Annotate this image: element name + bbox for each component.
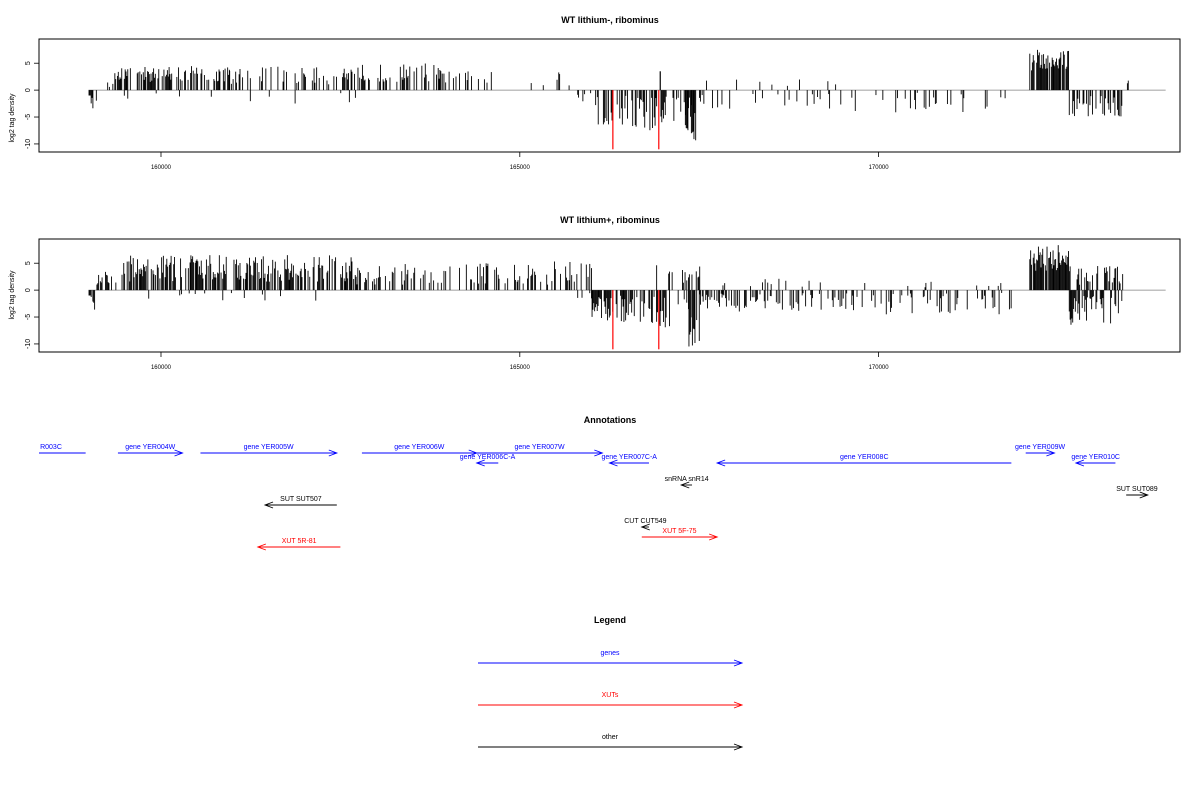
- annotation-arrow: gene YER004W: [117, 444, 184, 457]
- annotation-arrow-head: [263, 501, 274, 509]
- panel-1-x-axis: 160000 165000 170000: [151, 152, 889, 171]
- x-tick-label: 170000: [869, 165, 890, 171]
- annotation-label: gene YER010C: [1071, 454, 1120, 461]
- y-tick-label: -5: [25, 114, 32, 120]
- annotation-arrow: XUT 5F-75: [641, 528, 719, 541]
- y-tick-label: -10: [25, 139, 32, 149]
- annotation-arrow: gene YER009W: [1015, 444, 1065, 457]
- legend-arrow: XUTs: [478, 692, 744, 709]
- panel-2-ylabel: log2 tag density: [9, 270, 16, 320]
- y-tick-label: 0: [25, 288, 32, 292]
- legend-label: genes: [600, 650, 620, 657]
- legend-items: genes XUTs other: [478, 650, 744, 751]
- annotation-label: gene YER009W: [1015, 444, 1065, 451]
- panel-2-title: WT lithium+, ribominus: [560, 215, 660, 225]
- annotation-arrow: XUT 5R-81: [256, 538, 341, 551]
- annotation-arrow-head: [679, 481, 690, 489]
- annotation-arrow-head: [475, 459, 485, 467]
- annotation-label: SUT SUT507: [280, 496, 322, 503]
- annotation-label: snRNA snR14: [665, 476, 709, 483]
- legend-arrow: other: [478, 734, 744, 751]
- legend-arrow-head: [733, 701, 744, 709]
- y-tick-label: -5: [25, 314, 32, 320]
- annotation-arrow: SUT SUT089: [1116, 486, 1158, 499]
- annotation-arrow-head: [608, 459, 618, 467]
- panel-1-y-axis: 5 0 -5 -10: [25, 61, 39, 149]
- x-tick-label: 165000: [510, 165, 531, 171]
- panel-lithium-minus: WT lithium-, ribominus log2 tag density …: [9, 15, 1181, 171]
- annotation-label: gene YER007C-A: [601, 454, 657, 461]
- annotation-arrow: CUT CUT549: [624, 518, 667, 531]
- annotation-label: XUT 5R-81: [282, 538, 317, 545]
- annotation-arrow: R003C: [39, 444, 86, 454]
- annotation-arrow-head: [708, 533, 719, 541]
- annotation-label: gene YER004W: [125, 444, 175, 451]
- annotation-label: gene YER006C-A: [460, 454, 516, 461]
- y-tick-label: -10: [25, 339, 32, 349]
- annotation-arrow: gene YER007W: [476, 444, 604, 457]
- annotation-arrow-head: [328, 449, 339, 457]
- legend-label: XUTs: [602, 692, 619, 699]
- annotation-arrow-head: [640, 523, 650, 531]
- panel-1-title: WT lithium-, ribominus: [561, 15, 659, 25]
- annotation-label: gene YER007W: [514, 444, 564, 451]
- annotation-label: SUT SUT089: [1116, 486, 1158, 493]
- annotation-label: gene YER005W: [244, 444, 294, 451]
- panel-2-frame: [38, 238, 1181, 353]
- y-tick-label: 5: [25, 61, 32, 65]
- annotation-features: R003C gene YER004W gene YER005W gene YER006…: [39, 444, 1158, 551]
- panel-1-bars: [88, 49, 1166, 150]
- panel-2-bars: [88, 245, 1166, 350]
- annotation-arrow: gene YER006W: [361, 444, 479, 457]
- panel-1-frame: [38, 38, 1181, 153]
- annotation-arrow: gene YER008C: [715, 454, 1012, 467]
- annotations-track: Annotations R003C gene YER004W gene YER005…: [39, 415, 1158, 551]
- legend-arrow-head: [733, 659, 744, 667]
- y-tick-label: 0: [25, 88, 32, 92]
- annotation-arrow: gene YER006C-A: [460, 454, 516, 467]
- annotation-arrow-head: [1046, 449, 1056, 457]
- annotation-label: R003C: [40, 444, 62, 451]
- annotation-arrow-head: [468, 449, 479, 457]
- legend-arrow: genes: [478, 650, 744, 667]
- legend-arrow-head: [733, 743, 744, 751]
- annotation-arrow: gene YER007C-A: [601, 454, 657, 467]
- x-tick-label: 160000: [151, 165, 172, 171]
- annotation-label: XUT 5F-75: [662, 528, 696, 535]
- x-tick-label: 160000: [151, 365, 172, 371]
- annotation-arrow: gene YER010C: [1071, 454, 1120, 467]
- annotation-label: gene YER008C: [840, 454, 889, 461]
- legend: Legend genes XUTs other: [478, 615, 744, 751]
- y-tick-label: 5: [25, 261, 32, 265]
- annotation-arrow: SUT SUT507: [263, 496, 337, 509]
- x-tick-label: 165000: [510, 365, 531, 371]
- panel-2-y-axis: 5 0 -5 -10: [25, 261, 39, 349]
- panel-1-ylabel: log2 tag density: [9, 93, 16, 143]
- annotations-title: Annotations: [584, 415, 637, 425]
- panel-2-x-axis: 160000 165000 170000: [151, 352, 889, 371]
- annotation-arrow-head: [174, 449, 184, 457]
- annotation-label: gene YER006W: [394, 444, 444, 451]
- annotation-arrow: gene YER005W: [200, 444, 339, 457]
- annotation-arrow-head: [256, 543, 267, 551]
- annotation-arrow-head: [715, 459, 726, 467]
- legend-label: other: [602, 734, 619, 741]
- annotation-arrow-head: [1074, 459, 1085, 467]
- annotation-arrow: snRNA snR14: [665, 476, 709, 489]
- annotation-arrow-head: [1139, 491, 1149, 499]
- annotation-label: CUT CUT549: [624, 518, 666, 525]
- annotation-arrow-head: [594, 449, 604, 457]
- panel-lithium-plus: WT lithium+, ribominus log2 tag density …: [9, 215, 1181, 371]
- legend-title: Legend: [594, 615, 626, 625]
- x-tick-label: 170000: [869, 365, 890, 371]
